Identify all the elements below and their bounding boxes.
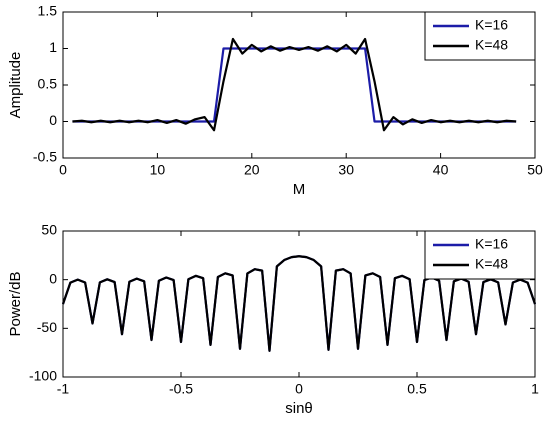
y-tick-label: 0 — [49, 270, 57, 286]
y-tick-label: -100 — [29, 368, 57, 384]
y-tick-label: -50 — [37, 319, 57, 335]
x-tick-label: 50 — [527, 162, 543, 178]
y-axis-label: Power/dB — [7, 271, 24, 336]
series-line — [61, 255, 537, 352]
x-tick-label: 0 — [295, 381, 303, 397]
x-tick-label: 30 — [338, 162, 354, 178]
legend-label: K=48 — [475, 256, 508, 272]
y-tick-label: 0.5 — [38, 76, 58, 92]
legend-box — [424, 11, 536, 61]
y-tick-label: 1.5 — [38, 3, 58, 19]
x-tick-label: -1 — [57, 381, 70, 397]
legend-label: K=16 — [475, 17, 508, 33]
legend-label: K=16 — [475, 236, 508, 252]
x-axis-label: M — [293, 181, 306, 198]
y-tick-label: 1 — [49, 39, 57, 55]
y-tick-label: 50 — [41, 222, 57, 238]
legend-label: K=48 — [475, 37, 508, 53]
x-axis-label: sinθ — [285, 400, 313, 417]
legend: K=16 K=48 — [424, 11, 536, 61]
y-axis-label: Amplitude — [7, 52, 24, 119]
y-tick-label: -0.5 — [33, 149, 57, 165]
x-tick-label: 10 — [150, 162, 166, 178]
x-tick-label: -0.5 — [169, 381, 193, 397]
legend-box — [424, 230, 536, 280]
x-tick-label: 40 — [433, 162, 449, 178]
x-tick-label: 0.5 — [407, 381, 427, 397]
x-tick-label: 1 — [531, 381, 539, 397]
y-tick-label: 0 — [49, 112, 57, 128]
x-tick-label: 20 — [244, 162, 260, 178]
series-line — [72, 37, 517, 132]
x-tick-label: 0 — [59, 162, 67, 178]
legend: K=16 K=48 — [424, 230, 536, 280]
